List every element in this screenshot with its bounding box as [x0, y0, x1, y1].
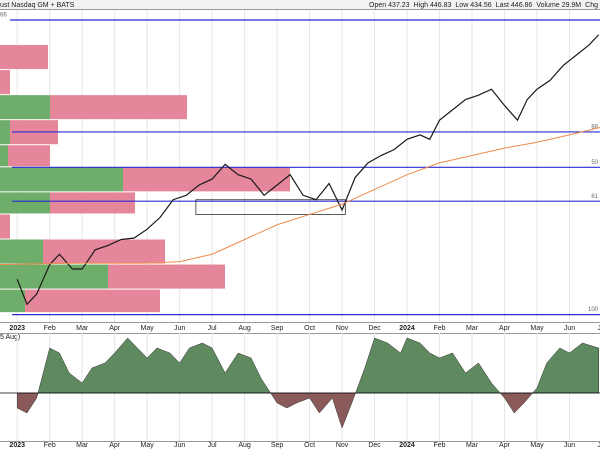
quote-label: Open [369, 2, 386, 9]
volume-down [0, 45, 48, 70]
x-tick-label: Apr [499, 442, 511, 449]
x-tick-label: 2023 [9, 442, 25, 449]
quote-label: Chg [585, 2, 598, 9]
volume-down [50, 95, 187, 120]
moving-average [0, 127, 600, 266]
volume-down [50, 192, 135, 214]
x-tick-label: Nov [336, 325, 349, 332]
oscillator-positive [16, 337, 599, 393]
volume-up [0, 264, 108, 289]
volume-down [0, 70, 10, 95]
x-tick-label: Dec [368, 325, 381, 332]
x-tick-label: Nov [336, 442, 349, 449]
x-tick-label: Dec [368, 442, 381, 449]
level-label: 50 [591, 160, 598, 166]
x-tick-label: Sep [271, 442, 284, 449]
x-tick-label: 2023 [9, 325, 25, 332]
header-bar [0, 0, 600, 9]
x-tick-label: Apr [109, 325, 121, 332]
x-tick-label: Aug [238, 442, 251, 449]
volume-up [0, 167, 123, 192]
volume-down [25, 289, 160, 313]
x-tick-label: Mar [466, 442, 479, 449]
x-tick-label: May [141, 442, 155, 449]
x-tick-label: 2024 [399, 442, 415, 449]
x-tick-label: Oct [304, 325, 315, 332]
volume-up [0, 192, 50, 214]
volume-up [0, 120, 10, 145]
x-tick-label: Feb [44, 325, 56, 332]
level-label: 100 [588, 307, 599, 313]
symbol: ust Nasdaq GM + BATS [0, 2, 75, 9]
quote-label: High [414, 2, 429, 9]
x-tick-label: Jun [174, 442, 185, 449]
x-tick-label: Feb [433, 325, 445, 332]
x-tick-label: Mar [466, 325, 479, 332]
quote-value: 434.56 [470, 2, 492, 9]
quote-value: 29.9M [562, 2, 582, 9]
quote-text: Open 437.23 High 446.83 Low 434.56 Last 446.86 V… [369, 2, 598, 9]
x-tick-label: Jun [174, 325, 185, 332]
volume-down [8, 145, 50, 167]
volume-up [0, 239, 43, 264]
volume-up [0, 145, 8, 167]
quote-label: Volume [536, 2, 559, 9]
x-tick-label: Feb [44, 442, 56, 449]
x-tick-label: Mar [76, 325, 89, 332]
x-tick-label: Jul [208, 442, 217, 449]
x-tick-label: May [530, 325, 544, 332]
oscillator-label: 5 Aug) [0, 334, 20, 341]
quote-value: 446.83 [430, 2, 452, 9]
volume-down [0, 214, 10, 239]
quote-label: Last [496, 2, 509, 9]
x-tick-label: 2024 [399, 325, 415, 332]
quote-value: 446.86 [511, 2, 533, 9]
x-tick-label: Jul [597, 442, 600, 449]
x-tick-label: Oct [304, 442, 315, 449]
quote-label: Low [455, 2, 469, 9]
level-label: 61 [591, 194, 598, 200]
x-tick-label: Mar [76, 442, 89, 449]
x-tick-label: Jul [208, 325, 217, 332]
level-label: 88 [591, 125, 598, 131]
volume-down [108, 264, 225, 289]
x-tick-label: Sep [271, 325, 284, 332]
x-tick-label: Feb [433, 442, 445, 449]
box [195, 199, 346, 215]
volume-down [123, 167, 290, 192]
x-tick-label: Jun [564, 325, 575, 332]
x-tick-label: Jun [564, 442, 575, 449]
volume-up [0, 95, 50, 120]
volume-down [43, 239, 165, 264]
x-tick-label: Jul [597, 325, 600, 332]
level-label: 66 [0, 13, 7, 19]
quote-value: 437.23 [388, 2, 410, 9]
oscillator-negative [16, 393, 599, 429]
x-tick-label: May [530, 442, 544, 449]
x-tick-label: Apr [109, 442, 121, 449]
x-tick-label: Apr [499, 325, 511, 332]
x-tick-label: Aug [238, 325, 251, 332]
price-line [16, 34, 600, 306]
x-tick-label: May [141, 325, 155, 332]
volume-up [0, 289, 25, 313]
